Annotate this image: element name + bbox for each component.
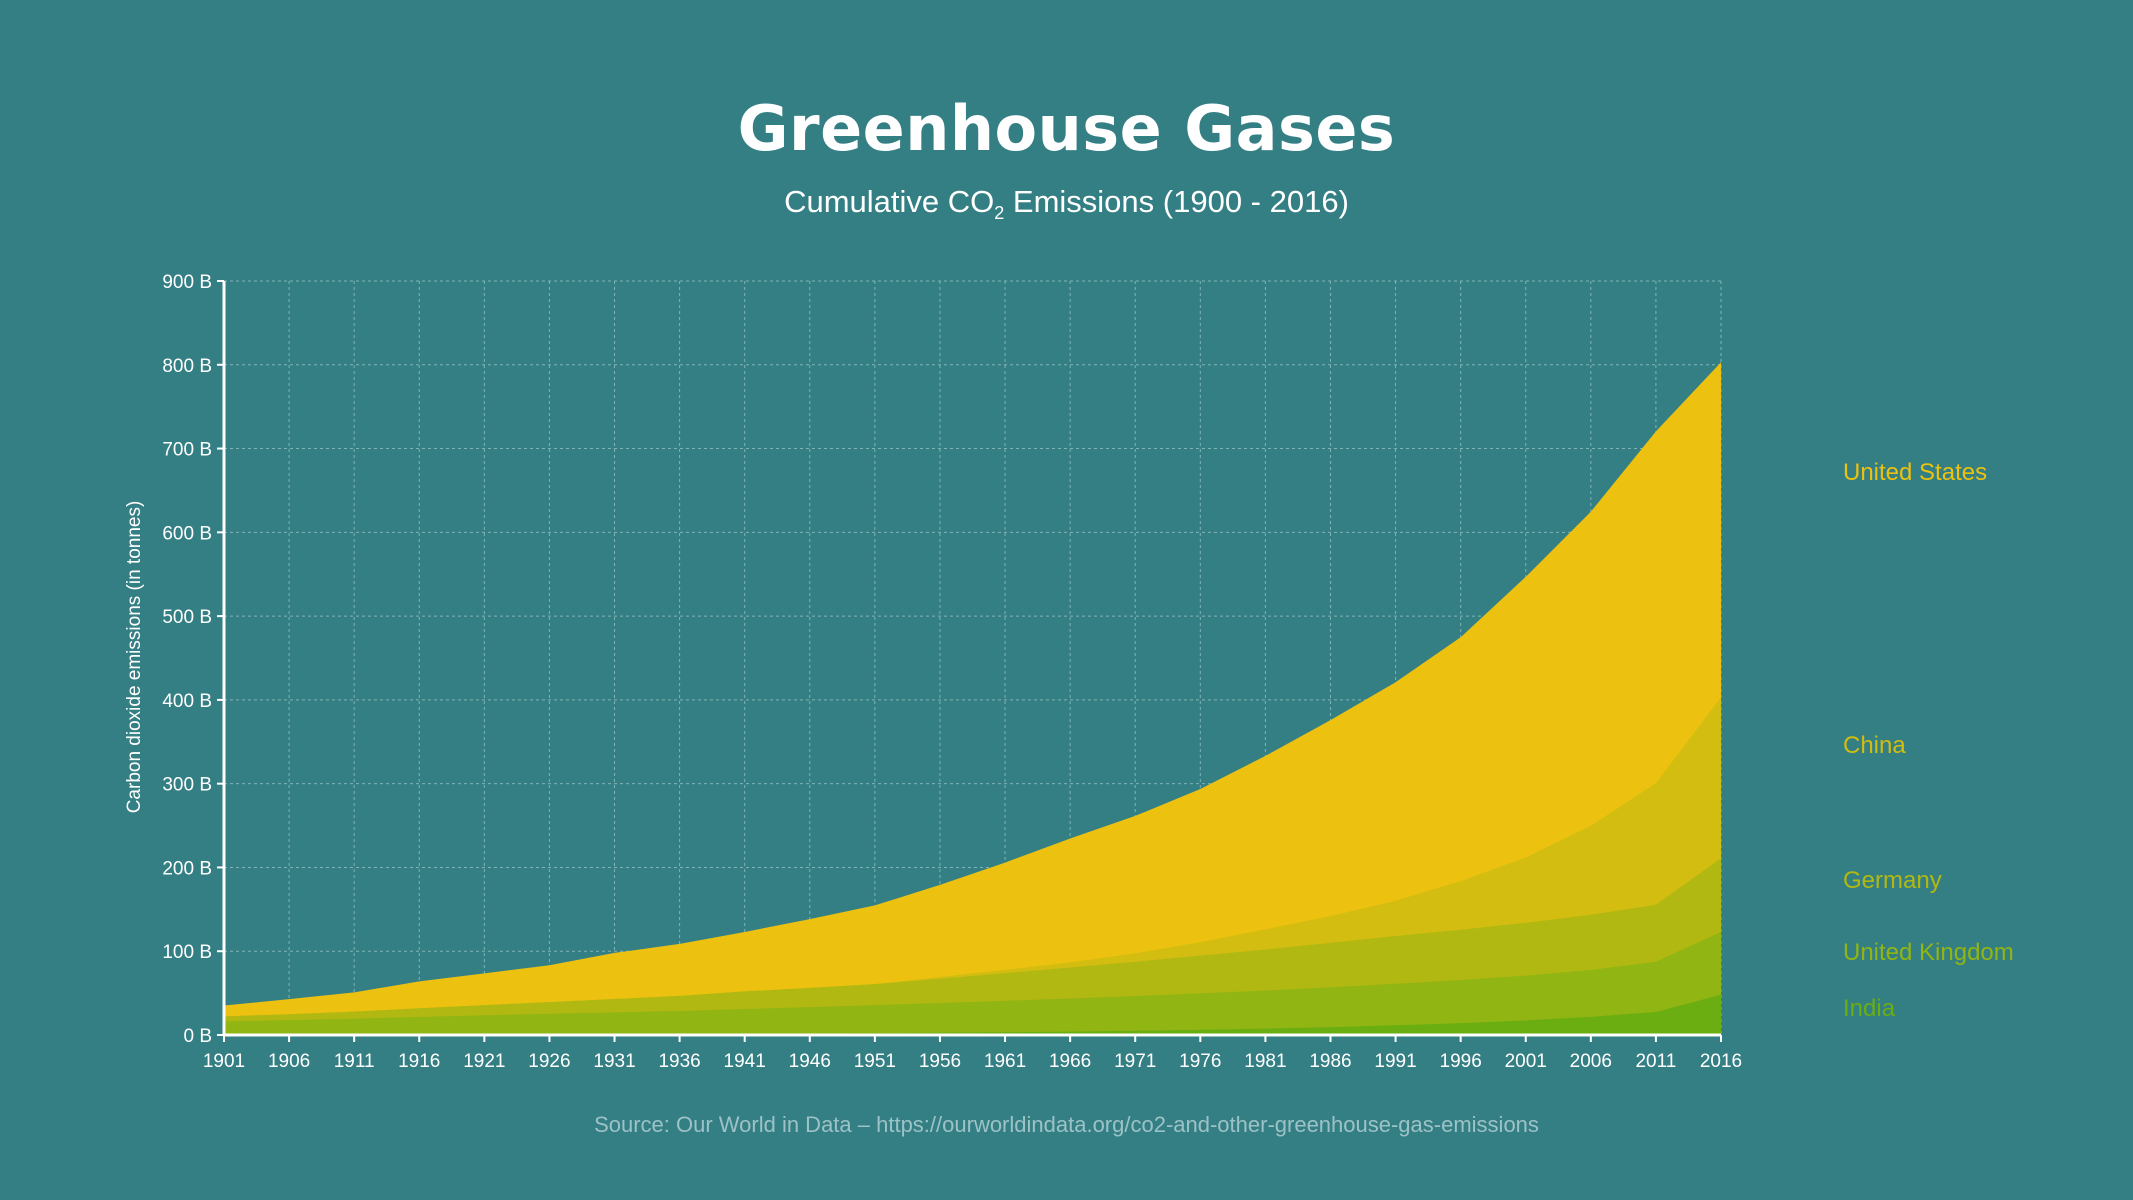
y-tick-label: 0 B — [183, 1026, 212, 1047]
legend: India United Kingdom Germany China United St… — [1843, 459, 2014, 1022]
y-tick-label: 100 B — [162, 942, 212, 963]
x-tick-label: 1906 — [268, 1051, 310, 1072]
x-tick-label: 1936 — [658, 1051, 700, 1072]
x-tick-label: 1971 — [1114, 1051, 1156, 1072]
x-tick-label: 1966 — [1049, 1051, 1091, 1072]
x-tick-label: 2001 — [1505, 1051, 1547, 1072]
y-tick-label: 200 B — [162, 858, 212, 879]
legend-china: China — [1843, 732, 1906, 759]
area-united-kingdom — [224, 931, 1721, 1035]
x-tick-label: 1926 — [528, 1051, 570, 1072]
x-tick-label: 2016 — [1700, 1051, 1742, 1072]
x-tick-label: 1901 — [203, 1051, 245, 1072]
area-layer — [224, 362, 1721, 1036]
x-tick-label: 1991 — [1374, 1051, 1416, 1072]
source-note: Source: Our World in Data – https://ourw… — [594, 1112, 1539, 1137]
x-tick-label: 2011 — [1635, 1051, 1676, 1072]
y-tick-label: 800 B — [162, 356, 212, 377]
y-tick-label: 400 B — [162, 691, 212, 712]
x-tick-label: 1961 — [984, 1051, 1026, 1072]
subtitle-subscript: 2 — [994, 203, 1005, 224]
subtitle-suffix: Emissions (1900 - 2016) — [1004, 184, 1349, 219]
legend-india: India — [1843, 995, 1896, 1022]
y-tick-label: 500 B — [162, 607, 212, 628]
x-tick-label: 1911 — [334, 1051, 375, 1072]
x-tick-label: 1976 — [1179, 1051, 1221, 1072]
x-tick-label: 1986 — [1309, 1051, 1351, 1072]
subtitle-prefix: Cumulative CO — [784, 184, 995, 219]
y-tick-label: 600 B — [162, 523, 212, 544]
area-india — [224, 994, 1721, 1035]
x-tick-label: 1981 — [1244, 1051, 1286, 1072]
x-tick-label: 1951 — [854, 1051, 896, 1072]
legend-germany: Germany — [1843, 867, 1942, 894]
x-tick-label: 1921 — [463, 1051, 505, 1072]
legend-united-states: United States — [1843, 459, 1987, 486]
y-tick-label: 300 B — [162, 775, 212, 796]
x-tick-label: 1956 — [919, 1051, 961, 1072]
chart-title: Greenhouse Gases — [737, 92, 1396, 165]
y-tick-label: 900 B — [162, 272, 212, 293]
area-united-states — [224, 362, 1721, 1036]
y-tick-label: 700 B — [162, 440, 212, 461]
x-tick-label: 1941 — [724, 1051, 766, 1072]
x-tick-label: 2006 — [1570, 1051, 1612, 1072]
x-tick-label: 1996 — [1440, 1051, 1482, 1072]
chart-subtitle: Cumulative CO2 Emissions (1900 - 2016) — [0, 184, 2133, 224]
y-axis-label: Carbon dioxide emissions (in tonnes) — [124, 501, 145, 814]
axis-layer: 1901 1906 1911 1916 1921 1926 1931 1936 1941 1946… — [162, 272, 1742, 1072]
x-tick-label: 1946 — [789, 1051, 831, 1072]
legend-united-kingdom: United Kingdom — [1843, 939, 2014, 966]
x-tick-label: 1916 — [398, 1051, 440, 1072]
x-tick-label: 1931 — [593, 1051, 635, 1072]
